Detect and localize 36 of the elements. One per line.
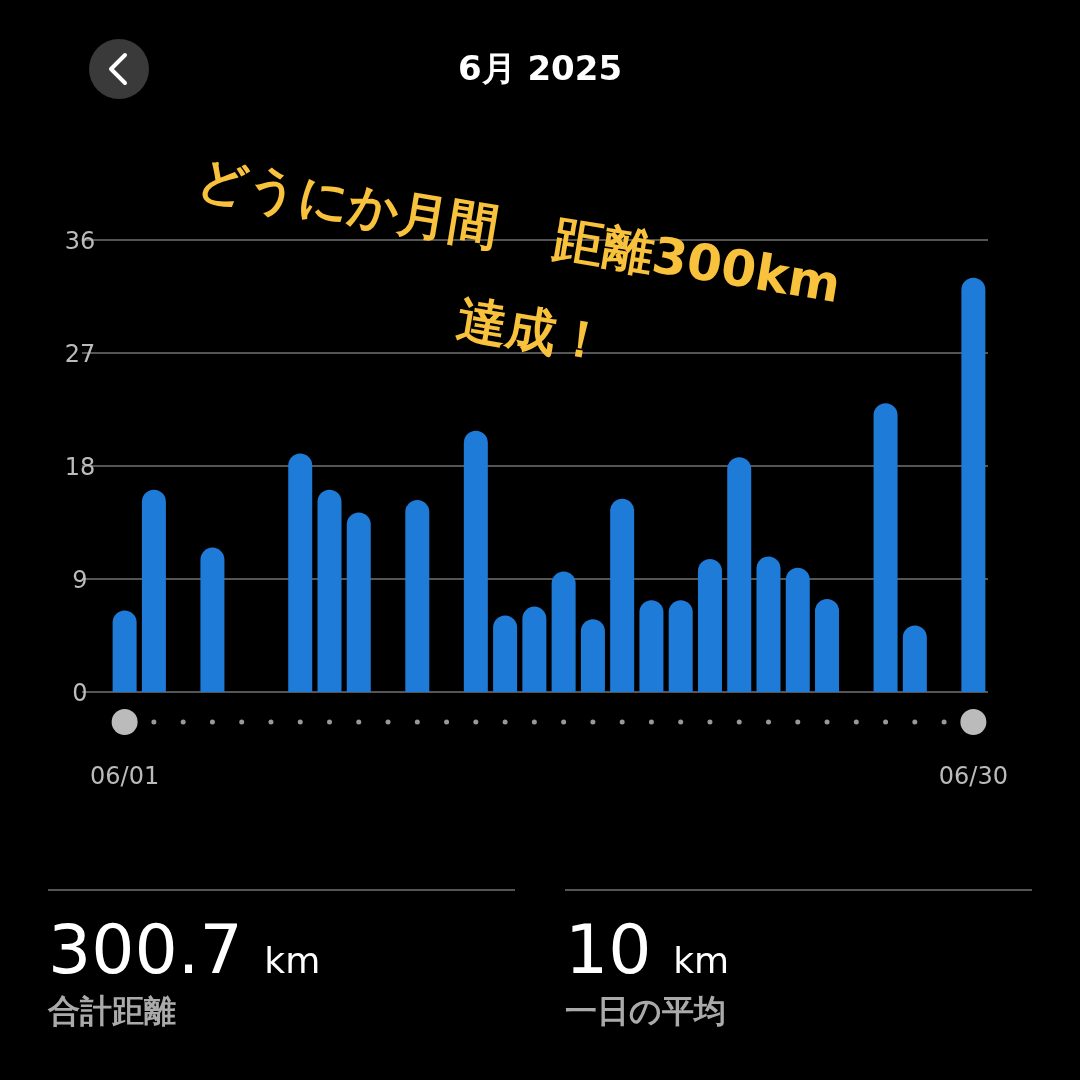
y-tick-label: 27 (64, 340, 96, 368)
bar (551, 571, 576, 692)
bar (668, 600, 693, 692)
y-tick-label: 18 (64, 453, 96, 481)
bar (288, 453, 313, 692)
text: 合計距離 (47, 992, 176, 1030)
chart-title: 6月 2025 (457, 48, 623, 88)
bar (727, 457, 752, 692)
bar (815, 599, 840, 692)
annotation: 達成！ (453, 289, 611, 372)
bar (580, 619, 605, 692)
bar (112, 610, 137, 692)
y-tick-label: 0 (72, 679, 88, 707)
bar (639, 600, 664, 692)
bar (902, 625, 927, 692)
bar (317, 489, 342, 692)
bar (697, 558, 722, 692)
bar (522, 606, 547, 692)
x-tick-label: 06/01 (90, 762, 160, 790)
bar (463, 430, 488, 692)
bar (141, 489, 166, 692)
bar (610, 498, 635, 692)
x-tick-label: 06/30 (938, 762, 1008, 790)
y-tick-label: 9 (72, 566, 88, 594)
bar (961, 277, 986, 692)
bar (785, 567, 810, 692)
bar (756, 556, 781, 692)
text: 一日の平均 (565, 992, 726, 1030)
bar (346, 512, 371, 692)
text: 10 km (565, 910, 730, 989)
y-tick-label: 36 (64, 227, 96, 255)
bar (493, 615, 518, 692)
bar (873, 403, 898, 692)
text: 300.7 km (48, 910, 321, 989)
bar (200, 547, 225, 692)
bar (405, 499, 430, 692)
